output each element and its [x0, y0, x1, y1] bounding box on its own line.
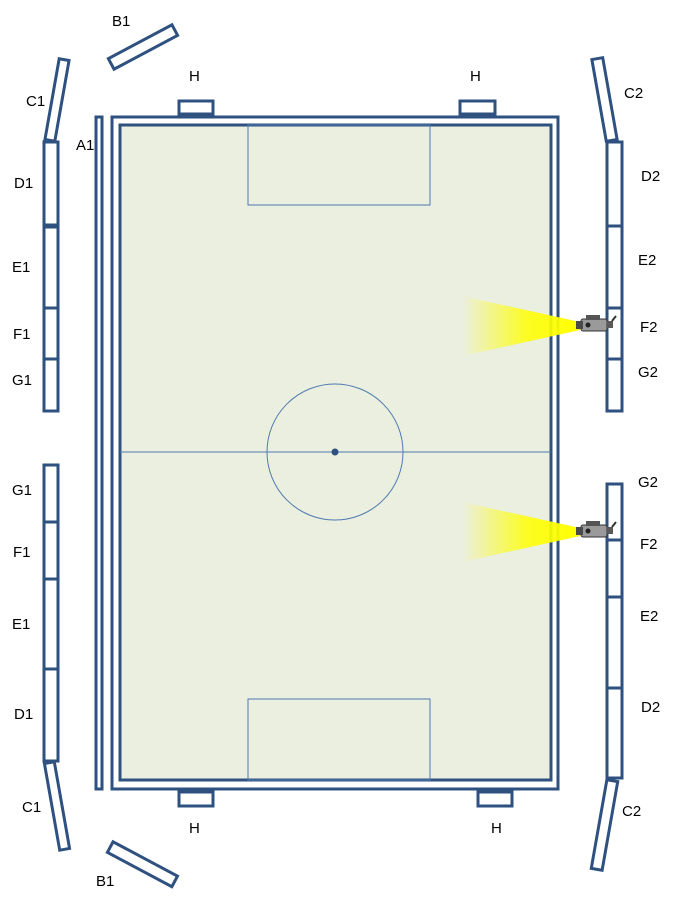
- end-block-h-bottom-right: [476, 790, 514, 808]
- label-c1-north: C1: [26, 93, 45, 110]
- label-f2-south: F2: [640, 536, 658, 553]
- label-f2-north: F2: [640, 319, 658, 336]
- label-c2-south: C2: [622, 803, 641, 820]
- stand-f2-south: [605, 538, 624, 599]
- stand-d1-south: [42, 667, 60, 763]
- label-e1-north: E1: [12, 259, 30, 276]
- label-h-top-left: H: [189, 68, 200, 85]
- label-f1-south: F1: [13, 544, 31, 561]
- penalty-area-bottom: [247, 698, 431, 781]
- penalty-area-top: [247, 124, 431, 206]
- stand-c1-south: [42, 760, 72, 852]
- stand-d1-north: [42, 140, 60, 227]
- pitch: [110, 115, 560, 791]
- label-d1-south: D1: [14, 706, 33, 723]
- end-blocks: [177, 99, 514, 808]
- camera-icon: [576, 521, 617, 538]
- stand-e1-north: [42, 225, 60, 310]
- label-a1: A1: [76, 137, 94, 154]
- label-d1-north: D1: [14, 175, 33, 192]
- end-block-h-top-left: [177, 99, 215, 116]
- label-g1-north: G1: [12, 372, 32, 389]
- stand-b1-south: [105, 839, 180, 889]
- stand-f1-north: [42, 306, 60, 361]
- stand-c1-north: [43, 57, 71, 143]
- label-h-top-right: H: [470, 68, 481, 85]
- label-b1-north: B1: [112, 13, 130, 30]
- stand-c2-south: [589, 777, 620, 873]
- label-h-bottom-left: H: [189, 820, 200, 837]
- label-b1-south: B1: [96, 873, 114, 890]
- label-e2-south: E2: [640, 608, 658, 625]
- label-d2-north: D2: [641, 168, 660, 185]
- stand-d2-north: [605, 140, 624, 228]
- stand-e2-south: [605, 595, 624, 690]
- label-e2-north: E2: [638, 252, 656, 269]
- label-e1-south: E1: [12, 616, 30, 633]
- stand-g2-north: [605, 357, 624, 413]
- left-stands-south: [42, 463, 180, 889]
- end-block-h-bottom-left: [177, 790, 215, 808]
- center-spot: [331, 448, 339, 456]
- stand-e2-north: [605, 224, 624, 310]
- stand-c2-north: [590, 55, 619, 144]
- end-block-h-top-right: [458, 99, 497, 116]
- barrier-a1: [94, 115, 104, 791]
- right-stands-south: [589, 482, 624, 873]
- camera-beam-north: [462, 296, 580, 356]
- left-stands-north: [42, 22, 180, 413]
- label-g1-south: G1: [12, 482, 32, 499]
- label-d2-south: D2: [641, 699, 660, 716]
- right-stands-north: [590, 55, 624, 413]
- stand-b1-north: [106, 22, 180, 72]
- label-c2-north: C2: [624, 85, 643, 102]
- label-g2-south: G2: [638, 474, 658, 491]
- label-f1-north: F1: [13, 326, 31, 343]
- stand-f1-south: [42, 520, 60, 581]
- stand-f2-north: [605, 306, 624, 361]
- stand-g1-north: [42, 357, 60, 413]
- label-h-bottom-right: H: [491, 820, 502, 837]
- stand-e1-south: [42, 577, 60, 671]
- label-c1-south: C1: [22, 799, 41, 816]
- label-g2-north: G2: [638, 364, 658, 381]
- center-circle: [266, 383, 404, 521]
- stand-g1-south: [42, 463, 60, 524]
- stand-d2-south: [605, 686, 624, 780]
- camera-beam-south: [462, 502, 580, 562]
- camera-icon: [576, 315, 617, 332]
